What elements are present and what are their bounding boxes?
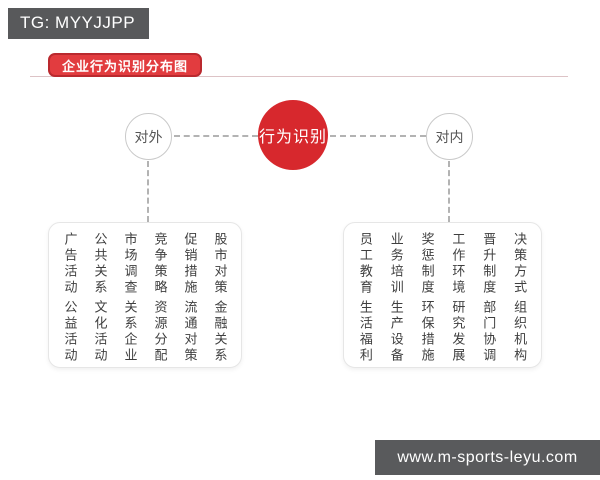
- list-item: 奖惩制度: [412, 232, 443, 296]
- item-label: 生活福利: [357, 300, 373, 364]
- list-item: 决策方式: [504, 232, 535, 296]
- item-label: 工作环境: [450, 232, 466, 296]
- list-item: 文化活动: [85, 300, 115, 364]
- item-label: 晋升制度: [481, 232, 497, 296]
- list-item: 流通对策: [175, 300, 205, 364]
- item-label: 金融关系: [212, 300, 228, 364]
- internal-items-box: 员工教育 业务培训 奖惩制度 工作环境 晋升制度 决策方式 生活福利 生产设备 …: [343, 222, 542, 368]
- list-item: 竞争策略: [145, 232, 175, 296]
- list-item: 环保措施: [412, 300, 443, 364]
- list-item: 公益活动: [55, 300, 85, 364]
- node-internal: 对内: [426, 113, 473, 160]
- item-label: 业务培训: [388, 232, 404, 296]
- item-label: 股市对策: [212, 232, 228, 296]
- list-item: 业务培训: [381, 232, 412, 296]
- item-label: 部门协调: [481, 300, 497, 364]
- list-item: 员工教育: [350, 232, 381, 296]
- list-item: 市场调查: [115, 232, 145, 296]
- list-item: 股市对策: [205, 232, 235, 296]
- list-item: 生活福利: [350, 300, 381, 364]
- list-item: 晋升制度: [473, 232, 504, 296]
- list-item: 部门协调: [473, 300, 504, 364]
- connector-external-to-box: [147, 161, 149, 222]
- watermark: www.m-sports-leyu.com: [375, 440, 600, 475]
- item-label: 奖惩制度: [419, 232, 435, 296]
- item-label: 生产设备: [388, 300, 404, 364]
- external-items-box: 广告活动 公共关系 市场调查 竞争策略 促销措施 股市对策 公益活动 文化活动 …: [48, 222, 242, 368]
- item-label: 公共关系: [92, 232, 108, 296]
- list-item: 关系企业: [115, 300, 145, 364]
- title-underline: [30, 76, 568, 77]
- item-label: 研究发展: [450, 300, 466, 364]
- item-label: 流通对策: [182, 300, 198, 364]
- list-item: 组织机构: [504, 300, 535, 364]
- item-label: 市场调查: [122, 232, 138, 296]
- item-label: 关系企业: [122, 300, 138, 364]
- node-behavior-identification: 行为识别: [258, 100, 328, 170]
- item-label: 员工教育: [357, 232, 373, 296]
- list-item: 促销措施: [175, 232, 205, 296]
- connector-internal-to-box: [448, 161, 450, 222]
- item-label: 环保措施: [419, 300, 435, 364]
- list-item: 工作环境: [443, 232, 474, 296]
- item-label: 促销措施: [182, 232, 198, 296]
- item-label: 决策方式: [512, 232, 528, 296]
- item-label: 资源分配: [152, 300, 168, 364]
- page-title: 企业行为识别分布图: [48, 53, 203, 77]
- connector-center-to-internal: [330, 135, 426, 137]
- item-label: 竞争策略: [152, 232, 168, 296]
- list-item: 生产设备: [381, 300, 412, 364]
- list-item: 公共关系: [85, 232, 115, 296]
- item-label: 广告活动: [62, 232, 78, 296]
- list-item: 广告活动: [55, 232, 85, 296]
- list-item: 资源分配: [145, 300, 175, 364]
- list-item: 研究发展: [443, 300, 474, 364]
- tg-badge: TG: MYYJJPP: [8, 8, 150, 39]
- node-external: 对外: [125, 113, 172, 160]
- item-label: 文化活动: [92, 300, 108, 364]
- connector-external-to-center: [174, 135, 258, 137]
- item-label: 组织机构: [512, 300, 528, 364]
- item-label: 公益活动: [62, 300, 78, 364]
- list-item: 金融关系: [205, 300, 235, 364]
